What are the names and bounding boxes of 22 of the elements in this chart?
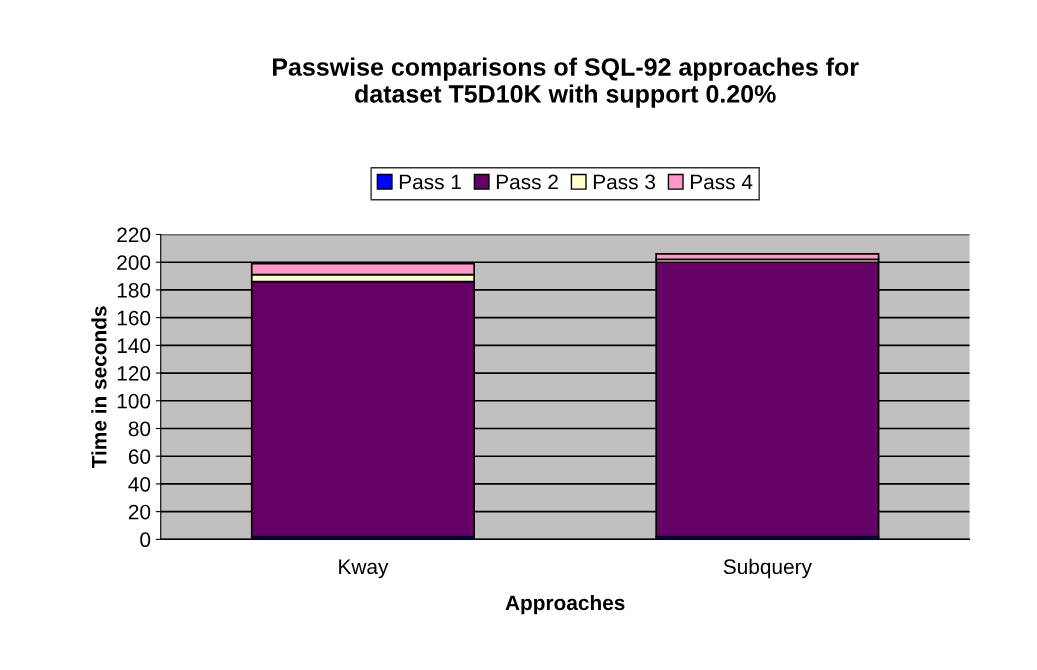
y-tick-label: 80 <box>128 421 151 437</box>
y-tick-label: 60 <box>128 449 151 464</box>
y-tick-label: 40 <box>128 476 151 492</box>
y-tick-label: 20 <box>128 504 151 520</box>
y-tick-label: 220 <box>117 227 151 243</box>
y-tick-label: 120 <box>117 366 151 381</box>
y-axis-title: Time in seconds <box>91 306 107 469</box>
bar <box>655 253 880 261</box>
y-tick-label: 180 <box>117 282 151 298</box>
x-tick-label: Kway <box>339 559 389 579</box>
legend-label: Pass 1 <box>399 174 461 190</box>
legend-label: Pass 3 <box>593 174 656 190</box>
y-tick-label: 200 <box>117 255 151 270</box>
chart-title: Passwise comparisons of SQL-92 approaches for dataset T5D10K with support 0.20% <box>273 57 859 108</box>
y-tick-label: 100 <box>117 393 151 409</box>
legend-label: Pass 4 <box>690 174 753 190</box>
y-tick-label: 0 <box>140 532 151 548</box>
legend-label: Pass 2 <box>496 174 558 190</box>
x-tick-label: Subquery <box>723 558 812 579</box>
x-axis-title: Approaches <box>505 594 625 615</box>
y-tick-label: 140 <box>117 338 151 354</box>
y-tick-label: 160 <box>117 310 151 326</box>
